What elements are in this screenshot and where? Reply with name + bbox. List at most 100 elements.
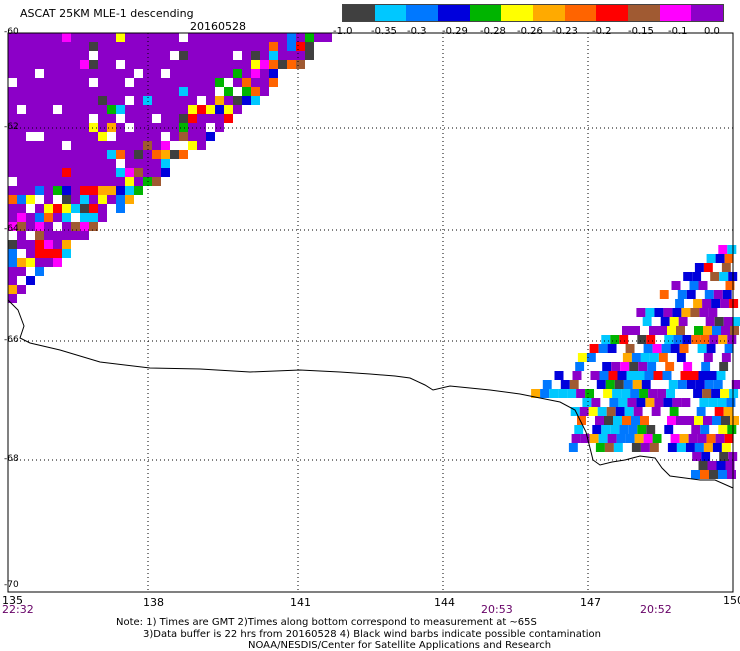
data-cell [71, 177, 80, 186]
data-cell [134, 78, 143, 87]
data-cell [98, 87, 107, 96]
data-cell [188, 96, 197, 105]
data-cell [35, 51, 44, 60]
data-cell [35, 258, 44, 267]
data-cell [26, 51, 35, 60]
data-cell [26, 141, 35, 150]
data-cell [627, 398, 637, 407]
data-cell [62, 51, 71, 60]
data-cell [89, 51, 98, 60]
data-cell [26, 60, 35, 69]
data-cell [269, 51, 278, 60]
data-cell [62, 213, 71, 222]
data-cell [604, 416, 613, 425]
data-cell [71, 51, 80, 60]
data-cell [690, 308, 700, 317]
data-cell [17, 222, 26, 231]
data-cell [116, 78, 125, 87]
data-cell [616, 344, 626, 353]
data-cell [98, 42, 107, 51]
data-cell [215, 78, 224, 87]
data-cell [26, 204, 35, 213]
data-cell [637, 425, 647, 434]
data-cell [179, 60, 188, 69]
data-cell [71, 60, 80, 69]
data-cell [712, 416, 721, 425]
data-cell [179, 87, 188, 96]
data-cell [600, 398, 610, 407]
data-cell [134, 33, 143, 42]
colorbar-swatch [343, 5, 375, 21]
data-cell [125, 42, 134, 51]
data-cell [671, 371, 681, 380]
data-cell [8, 231, 17, 240]
data-cell [107, 123, 116, 132]
data-cell [53, 96, 62, 105]
data-cell [116, 69, 125, 78]
data-cell [703, 263, 713, 272]
data-cell [716, 461, 726, 470]
data-cell [134, 123, 143, 132]
data-cell [224, 105, 233, 114]
data-cell [98, 60, 107, 69]
data-cell [35, 177, 44, 186]
data-cell [711, 389, 721, 398]
data-cell [35, 69, 44, 78]
data-cell [26, 87, 35, 96]
data-cell [26, 195, 35, 204]
data-cell [44, 42, 53, 51]
colorbar-swatch [406, 5, 439, 21]
data-cell [62, 78, 71, 87]
data-cell [116, 51, 125, 60]
data-cell [672, 308, 682, 317]
data-cell [71, 213, 80, 222]
data-cell [143, 168, 152, 177]
data-cell [170, 60, 179, 69]
gridlines [8, 33, 733, 592]
data-cell [44, 51, 53, 60]
data-cell [44, 195, 53, 204]
data-cell [660, 407, 670, 416]
data-cell [53, 204, 62, 213]
data-cell [595, 443, 605, 452]
data-cell [35, 123, 44, 132]
data-cell [8, 177, 17, 186]
data-cell [224, 114, 233, 123]
data-cell [44, 213, 53, 222]
data-cell [134, 168, 143, 177]
data-cell [80, 60, 89, 69]
data-cell [632, 380, 642, 389]
data-cell [143, 87, 152, 96]
data-cell [161, 123, 170, 132]
data-cell [116, 60, 125, 69]
data-cell [98, 33, 107, 42]
data-cell [62, 105, 71, 114]
data-cell [17, 195, 26, 204]
data-cell [709, 425, 719, 434]
data-cell [71, 33, 80, 42]
data-cell [26, 33, 35, 42]
data-cell [595, 416, 604, 425]
data-cell [53, 123, 62, 132]
data-cell [53, 258, 62, 267]
data-cell [725, 371, 735, 380]
data-cell [17, 285, 26, 294]
lon-label-141: 141 [290, 596, 311, 609]
data-cell [608, 371, 618, 380]
lon-label-135: 135 [2, 594, 23, 607]
data-cell [179, 123, 188, 132]
data-cell [62, 150, 71, 159]
data-cell [98, 213, 107, 222]
data-cell [53, 132, 62, 141]
data-cell [134, 132, 143, 141]
data-cell [44, 204, 53, 213]
data-cell [676, 353, 686, 362]
data-cell [689, 371, 699, 380]
data-cell [62, 177, 71, 186]
data-cell [640, 353, 650, 362]
data-cell [98, 204, 107, 213]
lon-label-150: 150 [723, 594, 740, 607]
data-cell [152, 78, 161, 87]
data-cell [636, 308, 646, 317]
